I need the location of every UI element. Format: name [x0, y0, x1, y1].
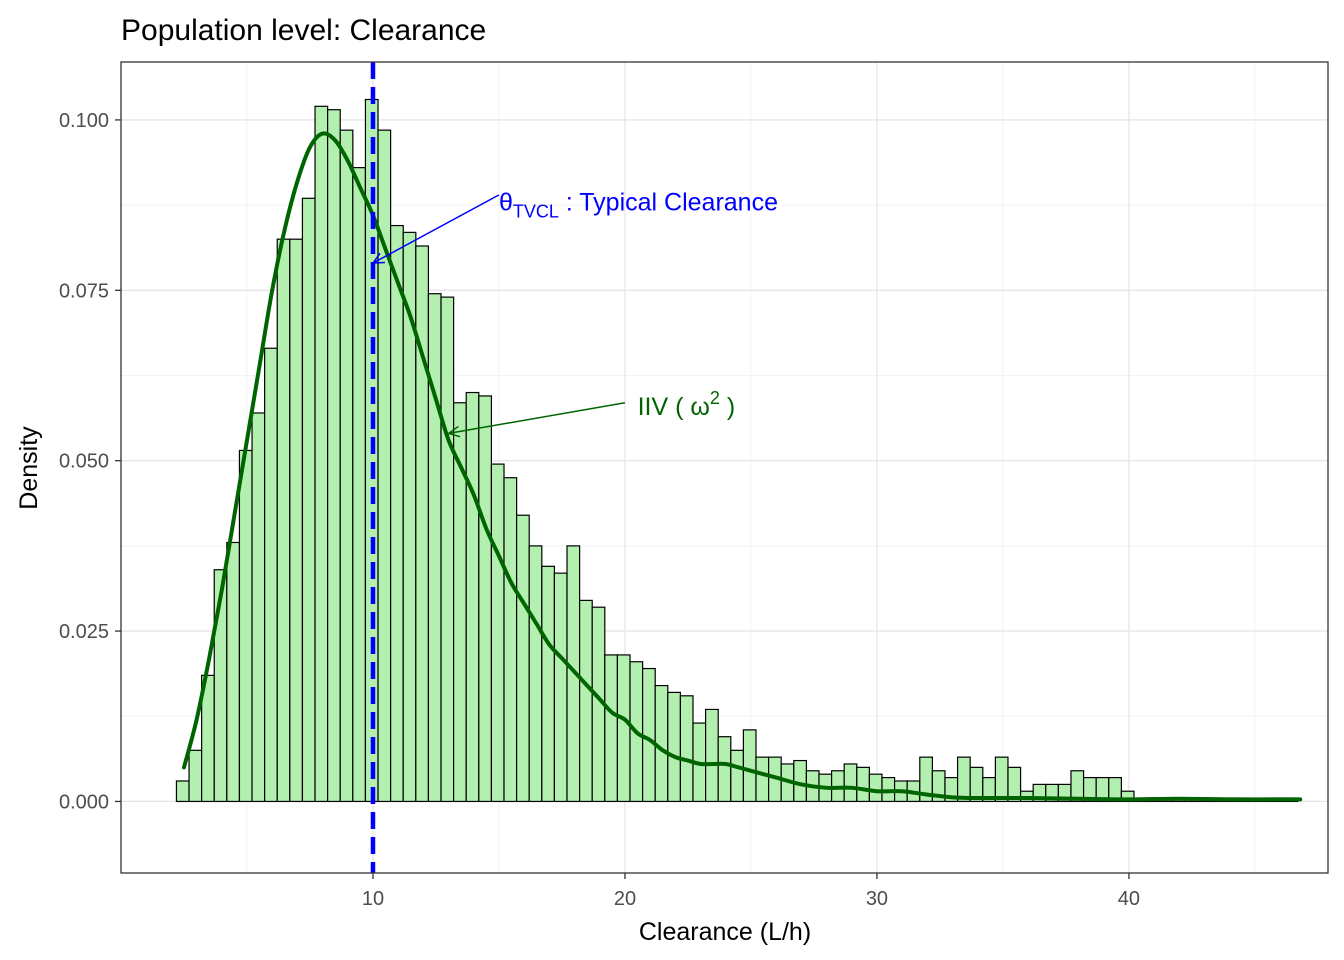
- histogram-bar: [553, 572, 568, 803]
- histogram-bar: [793, 759, 807, 803]
- y-tick-label: 0.050: [59, 451, 109, 473]
- histogram-bar: [289, 238, 304, 803]
- histogram-bar: [604, 654, 619, 803]
- histogram-bar: [238, 449, 253, 803]
- histogram-bar: [730, 749, 744, 803]
- theta-symbol: θ: [499, 189, 513, 217]
- iiv-prefix: IIV (: [638, 393, 691, 421]
- y-tick-label: 0.100: [59, 110, 109, 132]
- histogram-bar: [528, 545, 543, 803]
- typical-clearance-annotation: θTVCL : Typical Clearance: [499, 189, 778, 222]
- histogram-bar: [616, 654, 631, 803]
- histogram-bar: [956, 756, 971, 803]
- iiv-arrow: [446, 402, 626, 438]
- histogram-bar: [742, 729, 757, 803]
- histogram-bar: [717, 736, 732, 803]
- histogram-bar: [427, 293, 442, 803]
- histogram-bar: [465, 391, 480, 803]
- histogram-bar: [415, 245, 430, 803]
- y-tick-label: 0.075: [59, 280, 109, 302]
- x-tick-label: 10: [362, 888, 384, 910]
- histogram-bar: [705, 708, 719, 803]
- iiv-arrow-line: [448, 402, 626, 435]
- y-axis-label: Density: [15, 426, 43, 510]
- x-axis-label: Clearance (L/h): [639, 918, 811, 946]
- histogram-bar: [1007, 766, 1022, 803]
- histogram-bar: [440, 296, 455, 803]
- iiv-arrow-head: [446, 425, 461, 438]
- histogram-bar: [175, 780, 190, 803]
- histogram-bar: [188, 749, 203, 803]
- histogram-bar: [1120, 790, 1135, 803]
- histogram-bar: [579, 599, 593, 803]
- histogram-bar: [1108, 776, 1122, 803]
- typical-clearance-arrow-head: [371, 252, 386, 264]
- density-curve: [181, 131, 1303, 802]
- histogram-bar: [642, 667, 656, 803]
- histogram-bar: [490, 463, 505, 803]
- omega-superscript: 2: [710, 388, 720, 408]
- histogram-bar: [339, 129, 354, 803]
- histogram-bar: [390, 224, 404, 803]
- histogram-bar: [226, 541, 241, 803]
- y-tick-label: 0.025: [59, 621, 109, 643]
- histogram-bar: [276, 238, 291, 803]
- histogram-bar: [667, 691, 682, 803]
- histogram-bar: [503, 477, 518, 803]
- histogram-bar: [843, 763, 858, 803]
- y-tick-label: 0.000: [59, 791, 109, 813]
- plot-panel-border: [120, 61, 1329, 874]
- histogram-bar: [541, 565, 556, 803]
- x-tick-label: 40: [1118, 888, 1140, 910]
- histogram-bar: [994, 756, 1009, 803]
- omega-symbol: ω: [690, 393, 710, 421]
- histogram-bar: [516, 514, 530, 803]
- histogram-bar: [264, 347, 278, 803]
- typical-clearance-text: : Typical Clearance: [559, 189, 778, 217]
- histogram-bar: [755, 756, 770, 803]
- histogram-bar: [251, 412, 266, 803]
- histogram-bar: [679, 695, 694, 803]
- histogram-bar: [856, 766, 870, 803]
- x-tick-label: 20: [614, 888, 636, 910]
- axis-layer: 0.000 0.025 0.050 0.075 0.100 10 20 30 40: [59, 110, 1140, 910]
- x-tick-label: 30: [866, 888, 888, 910]
- tvcl-subscript: TVCL: [513, 202, 559, 222]
- histogram-bar: [301, 197, 316, 803]
- iiv-suffix: ): [720, 393, 735, 421]
- typical-clearance-arrow-line: [372, 194, 500, 264]
- histogram-bar: [868, 773, 883, 803]
- histogram-bar: [352, 167, 367, 803]
- histogram-bars: [175, 98, 1299, 803]
- annotation-layer: θTVCL : Typical Clearance IIV ( ω2 ): [371, 189, 778, 438]
- histogram-bar: [478, 395, 493, 803]
- density-curve-layer: [181, 131, 1303, 802]
- iiv-annotation: IIV ( ω2 ): [638, 388, 736, 421]
- typical-clearance-arrow: [371, 194, 500, 264]
- chart-title: Population level: Clearance: [121, 14, 486, 47]
- histogram-bar: [314, 105, 329, 803]
- histogram-bar: [327, 109, 341, 803]
